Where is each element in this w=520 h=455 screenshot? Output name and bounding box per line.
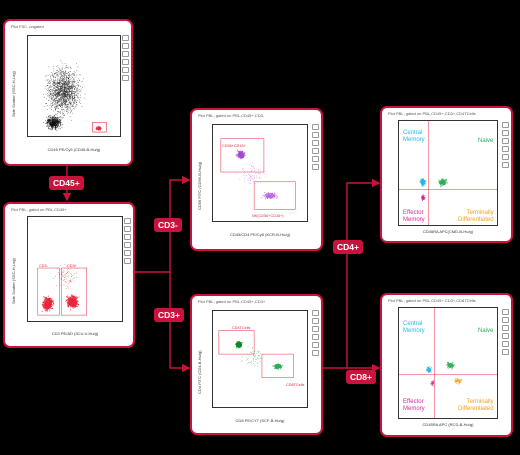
gate-cd45: [92, 121, 107, 133]
scatter-cd8-memory: [399, 308, 497, 418]
scatter-cd4-memory: [399, 121, 497, 225]
gate-label-cd4: CD4TCells: [232, 326, 251, 330]
panel-header: Plot PBL, gated on PBL,CD45+,CD3+,CD4TCe…: [388, 111, 476, 116]
quadrant-naive: Naive: [478, 328, 494, 334]
gate-cd4: [218, 330, 255, 355]
event-cloud: [437, 178, 448, 187]
event-cloud: [430, 380, 435, 387]
gate-cd8: [261, 353, 294, 378]
x-axis-label: CD45/CD4 PE/Cy5 (KCR-B-Hu/g): [229, 232, 290, 237]
panel-header: Plot PBL, gated on PBL,CD45+,CD3-: [198, 113, 265, 118]
tag-cd3neg: CD3-: [154, 218, 182, 232]
scatter-cd45: [42, 60, 107, 133]
panel-cd3pos-cd4cd8: Plot PBL, gated on PBL,CD45+,CD3+ CD4TCe…: [190, 294, 323, 435]
plot-toolbar[interactable]: [312, 124, 319, 172]
gate-cd3neg: [37, 267, 60, 316]
scatter-cd3: [37, 264, 87, 316]
quadrant-naive: Naive: [478, 138, 494, 144]
panel-header: Plot PBL, gated on PBL,CD45+,CD3+: [198, 299, 266, 304]
plot-toolbar[interactable]: [124, 218, 131, 266]
gate-nk-bottom: [253, 181, 296, 210]
y-axis-label: CD4 FITC (CD4-B-Hu/g): [197, 350, 202, 394]
panel-header: Plot PBL, gated on PBL,CD45+,CD3+,CD8TCe…: [388, 298, 476, 303]
quadrant-central-memory: Central Memory: [403, 321, 425, 334]
panel-header: Plot FSC, ungated: [11, 24, 44, 29]
plot-toolbar[interactable]: [122, 35, 129, 83]
plot-area: [398, 307, 498, 419]
tag-cd3pos: CD3+: [154, 308, 184, 322]
x-axis-label: CD45 PE/Cy5 (CD45-B-Hu/g): [47, 147, 101, 152]
gate-label-cd3neg: CD3-: [39, 264, 48, 268]
panel-header: Plot PBL, gated on PBL,CD45+: [11, 207, 67, 212]
gate-nk-top: [220, 138, 265, 173]
event-cloud: [446, 361, 455, 370]
plot-area: [212, 124, 308, 222]
plot-area: [27, 35, 121, 137]
event-cloud: [421, 194, 426, 201]
event-cloud: [419, 177, 427, 187]
tag-cd8: CD8+: [346, 370, 376, 384]
quadrant-effector-memory: Effector Memory: [403, 399, 425, 412]
event-cloud: [95, 125, 102, 131]
panel-cd4-memory: Plot PBL, gated on PBL,CD45+,CD3+,CD4TCe…: [380, 106, 513, 243]
x-axis-label: CD45RA APC(CMD-B-Hu/g): [422, 229, 474, 234]
quadrant-central-memory: Central Memory: [403, 130, 425, 143]
y-axis-label: Side Scatter (SSC-H,Log): [11, 71, 16, 117]
gate-label-cd3pos: CD3+: [67, 264, 77, 268]
event-cloud: [240, 346, 262, 367]
event-cloud: [53, 264, 78, 289]
event-cloud: [41, 295, 55, 312]
event-cloud: [235, 149, 246, 160]
gate-label-bottom: NK(CD56+CD16+): [252, 214, 284, 218]
scatter-nk: [220, 138, 296, 210]
gate-label-cd8: CD8TCells: [286, 383, 305, 387]
quadrant-effector-memory: Effector Memory: [403, 210, 425, 223]
y-axis-label: CD56 FITC (CD56-B-Hu/g): [197, 161, 202, 210]
x-axis-label: CD8 PE/CY7 (SCF-B-Hu/g): [235, 418, 285, 423]
panel-cd45-scatter: Plot FSC, ungated Side Scatter (SSC-H,Lo…: [3, 19, 133, 166]
event-cloud: [235, 340, 243, 349]
event-cloud: [65, 294, 80, 311]
plot-toolbar[interactable]: [312, 310, 319, 358]
plot-toolbar[interactable]: [502, 309, 509, 357]
gate-label-top: CD56+CD16+: [222, 144, 246, 148]
event-cloud: [272, 363, 284, 370]
scatter-cd4cd8: [218, 330, 294, 378]
plot-area: [212, 310, 308, 408]
arrow-cd3pos: [169, 272, 191, 373]
panel-cd3neg-nk: Plot PBL, gated on PBL,CD45+,CD3- CD56+C…: [190, 108, 323, 251]
event-cloud: [235, 162, 267, 192]
event-cloud: [43, 114, 63, 131]
x-axis-label: CD45RA APC (RCD-B-Hu/g): [422, 422, 474, 427]
quadrant-terminally-differentiated: Terminally Differentiated: [458, 210, 494, 223]
panel-cd3-scatter: Plot PBL, gated on PBL,CD45+ CD3- CD3+ S…: [3, 202, 135, 348]
event-cloud: [42, 60, 86, 121]
arrow-cd4: [322, 178, 381, 369]
plot-toolbar[interactable]: [502, 122, 509, 170]
x-axis-label: CD3 PE/AD (3CU-V-Hu/g): [51, 331, 99, 336]
tag-cd45: CD45+: [49, 176, 84, 190]
quadrant-terminally-differentiated: Terminally Differentiated: [458, 399, 494, 412]
panel-cd8-memory: Plot PBL, gated on PBL,CD45+,CD3+,CD8TCe…: [380, 293, 513, 437]
y-axis-label: Side Scatter (SSC-H,Log): [11, 258, 16, 304]
plot-area: [398, 120, 498, 226]
event-cloud: [426, 366, 432, 373]
tag-cd4: CD4+: [333, 240, 363, 254]
plot-area: [27, 216, 123, 322]
gate-cd3pos: [61, 267, 87, 316]
event-cloud: [454, 377, 463, 385]
event-cloud: [261, 192, 279, 200]
